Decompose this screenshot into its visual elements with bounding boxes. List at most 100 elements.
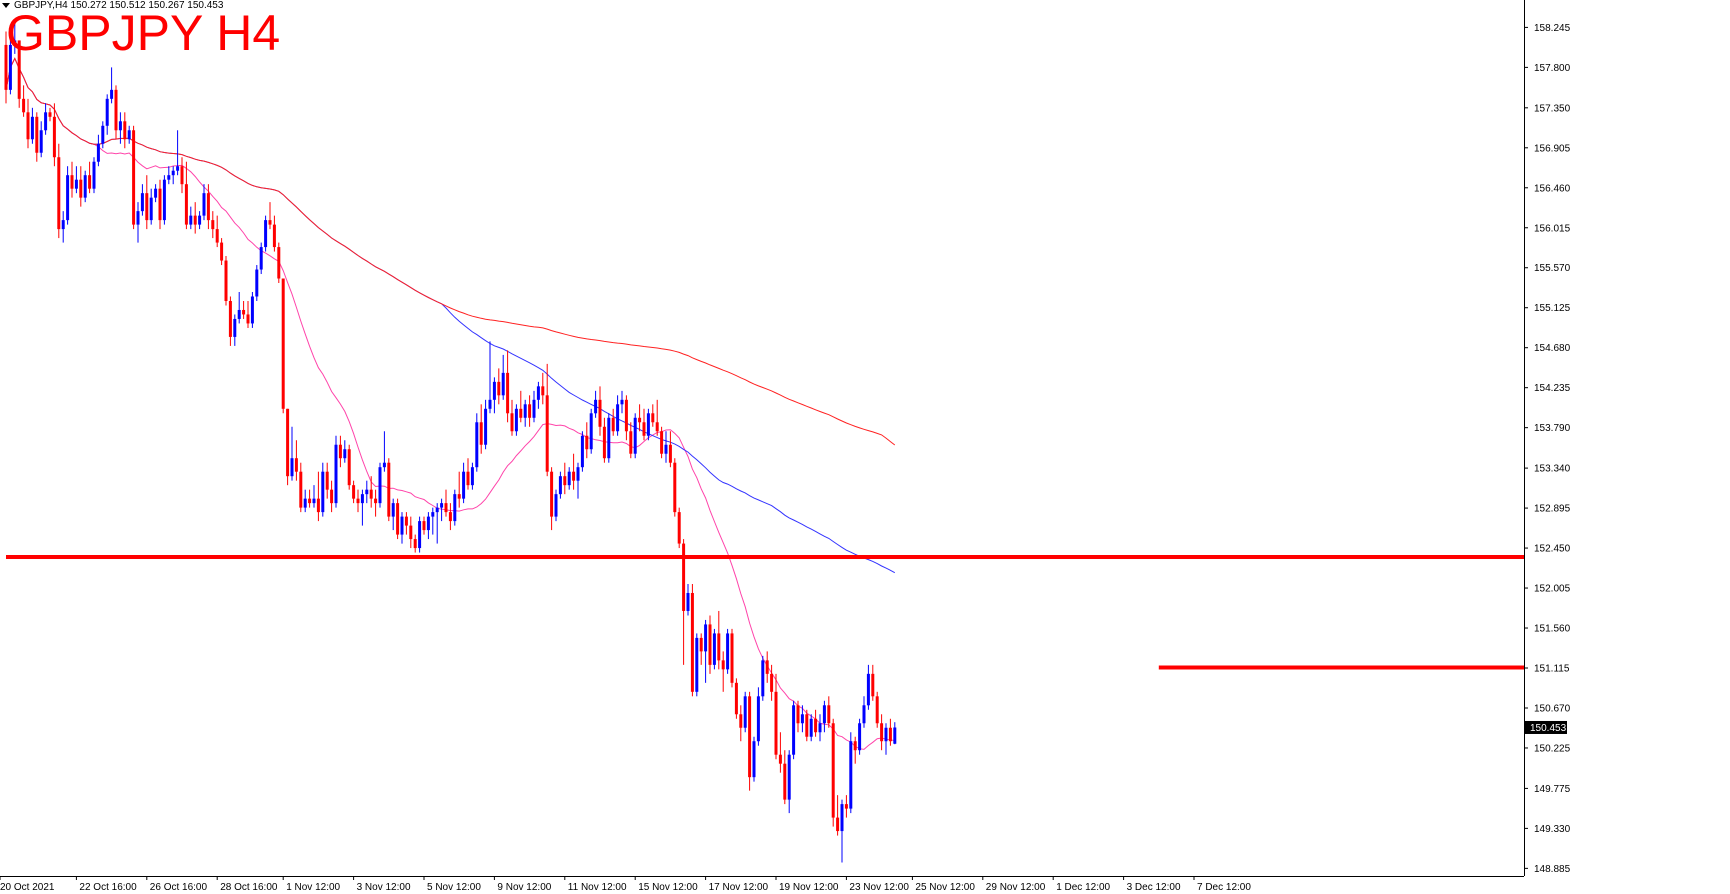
price-tick-label: 151.115	[1534, 664, 1570, 675]
candle	[598, 386, 602, 436]
candle-body	[875, 696, 879, 724]
time-tick-label: 19 Nov 12:00	[779, 882, 839, 893]
price-tick-label: 149.330	[1534, 824, 1571, 835]
candle-body	[805, 714, 809, 737]
candle-body	[497, 381, 501, 396]
candle-body	[519, 408, 523, 418]
candle	[413, 534, 417, 553]
candle-body	[827, 705, 831, 724]
candle-body	[22, 98, 26, 113]
candle	[48, 107, 52, 122]
candle-body	[748, 696, 752, 778]
candle-body	[272, 224, 276, 248]
candle	[347, 444, 351, 490]
candle-body	[704, 624, 708, 652]
candle	[448, 503, 452, 531]
candle-body	[567, 471, 571, 486]
time-tick-label: 15 Nov 12:00	[638, 882, 698, 893]
price-tick-label: 155.570	[1534, 263, 1571, 274]
candle-body	[44, 112, 48, 131]
candle	[629, 422, 633, 459]
candle-body	[770, 673, 774, 692]
candle	[299, 462, 303, 513]
candle-body	[550, 471, 554, 517]
candle	[822, 700, 826, 733]
candle-body	[193, 215, 197, 225]
candle-body	[422, 521, 426, 531]
candle	[8, 35, 12, 95]
candle	[88, 161, 92, 194]
candle-body	[96, 143, 100, 162]
candle	[792, 700, 796, 760]
candle	[708, 615, 712, 674]
candle	[123, 112, 127, 149]
price-tick-label: 150.225	[1534, 743, 1571, 754]
candle	[704, 619, 708, 683]
candle	[739, 705, 743, 742]
candle-body	[132, 130, 136, 225]
candle	[734, 678, 738, 719]
candle-body	[818, 723, 822, 733]
candle	[250, 292, 254, 328]
candle-body	[809, 718, 813, 737]
candle-body	[787, 754, 791, 800]
candle	[616, 395, 620, 436]
candle	[475, 413, 479, 472]
candle	[418, 516, 422, 553]
candle-body	[52, 116, 56, 158]
time-tick-label: 20 Oct 2021	[0, 882, 55, 893]
candle	[893, 722, 897, 745]
candle	[158, 179, 162, 230]
candle	[272, 215, 276, 252]
candle-body	[840, 804, 844, 832]
candle-body	[884, 727, 888, 742]
candle	[149, 188, 153, 225]
candle-body	[13, 40, 17, 45]
candle-body	[246, 314, 250, 324]
candle-body	[831, 723, 835, 818]
candle-body	[83, 175, 87, 198]
candle	[70, 161, 74, 198]
candle-body	[462, 471, 466, 499]
candle	[286, 408, 290, 486]
candle	[673, 458, 677, 517]
candle-body	[778, 754, 782, 764]
candle-body	[726, 633, 730, 670]
candle-body	[176, 166, 180, 171]
candle-body	[673, 462, 677, 513]
candle	[57, 143, 61, 239]
candle	[268, 202, 272, 230]
candle-body	[74, 179, 78, 189]
candle-body	[215, 229, 219, 243]
candle-body	[796, 705, 800, 724]
candle	[431, 507, 435, 535]
candle-body	[409, 525, 413, 540]
candle	[844, 795, 848, 818]
candle	[92, 157, 96, 194]
candle	[110, 67, 114, 104]
candle	[589, 408, 593, 454]
candle-body	[343, 449, 347, 459]
candle	[426, 512, 430, 540]
candle	[316, 471, 320, 522]
candle-body	[858, 723, 862, 751]
candle-body	[127, 130, 131, 140]
candle	[497, 368, 501, 405]
candle	[105, 94, 109, 135]
dropdown-triangle-icon[interactable]	[2, 2, 10, 8]
candle-body	[668, 444, 672, 463]
candle-body	[563, 476, 567, 486]
time-tick-label: 3 Dec 12:00	[1127, 882, 1181, 893]
candle-body	[699, 637, 703, 652]
time-tick-label: 22 Oct 16:00	[79, 882, 137, 893]
candle-body	[369, 489, 373, 499]
candle	[136, 202, 140, 243]
candle-body	[114, 89, 118, 131]
time-tick-label: 23 Nov 12:00	[849, 882, 909, 893]
candle	[259, 242, 263, 275]
candle-body	[167, 175, 171, 180]
candle-body	[360, 494, 364, 504]
candle	[668, 431, 672, 468]
candle	[184, 161, 188, 230]
